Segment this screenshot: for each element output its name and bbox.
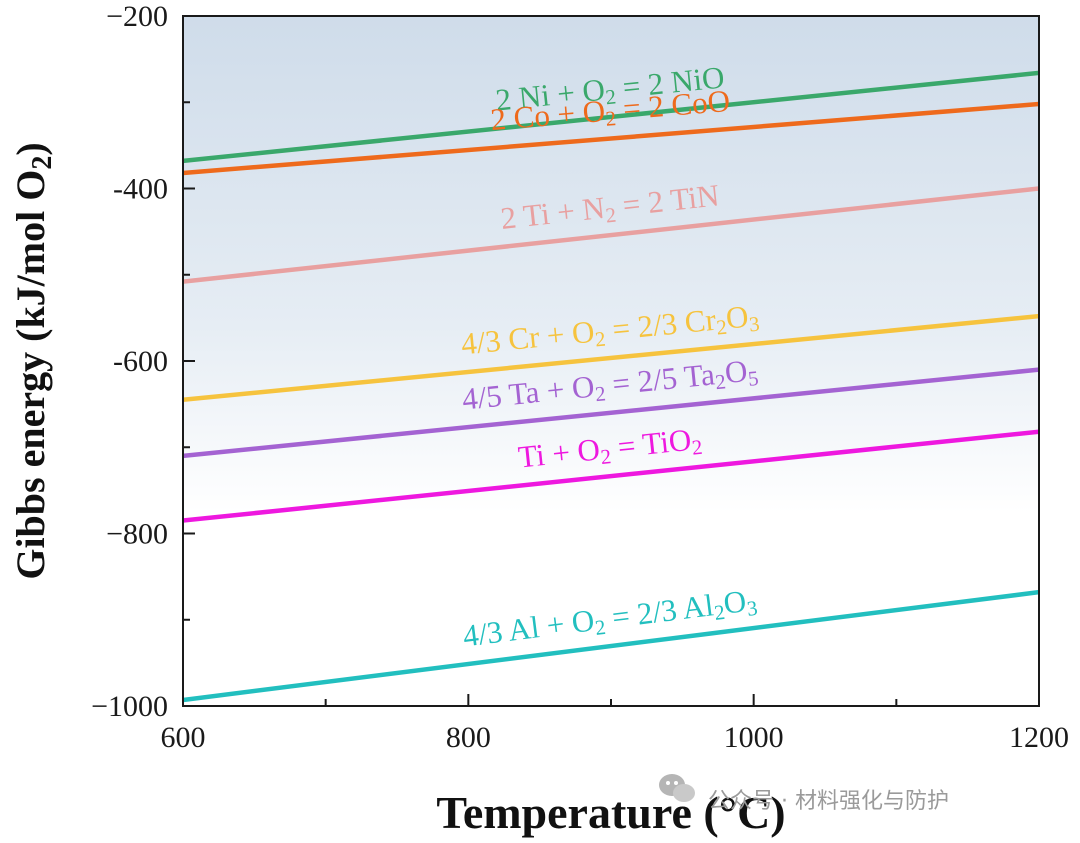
y-tick-label: -600 xyxy=(113,345,168,378)
series-line-6 xyxy=(183,429,1039,523)
x-axis-title: Temperature (°C) xyxy=(436,787,785,838)
series-line-4 xyxy=(183,313,1039,403)
watermark-text: 公众号 · 材料强化与防护 xyxy=(708,789,949,814)
axis-ticks: 600 800 1000 1200 −200 -400 -600 −800 −1000 xyxy=(91,0,1069,754)
watermark: 公众号 · 材料强化与防护 xyxy=(659,774,949,814)
x-tick-label: 600 xyxy=(161,721,206,754)
x-tick-label: 800 xyxy=(446,721,491,754)
x-tick-label: 1200 xyxy=(1009,721,1069,754)
plot-background xyxy=(183,16,1039,706)
series-label-5: 4/5 Ta + O2 = 2/5 Ta2O5 xyxy=(460,352,759,420)
series-line-7 xyxy=(183,589,1039,703)
y-tick-label: −200 xyxy=(106,0,168,33)
series-line-5 xyxy=(183,367,1039,459)
y-tick-label: -400 xyxy=(113,173,168,206)
wechat-icon xyxy=(659,774,695,802)
y-tick-label: −1000 xyxy=(91,690,168,723)
series-line-3 xyxy=(183,186,1039,284)
series-layer xyxy=(183,70,1039,703)
series-line-1 xyxy=(183,70,1039,164)
y-tick-label: −800 xyxy=(106,518,168,551)
series-line-2 xyxy=(183,101,1039,176)
y-axis-title: Gibbs energy (kJ/mol O2) xyxy=(8,142,58,579)
series-label-6: Ti + O2 = TiO2 xyxy=(517,421,704,478)
x-tick-label: 1000 xyxy=(724,721,784,754)
